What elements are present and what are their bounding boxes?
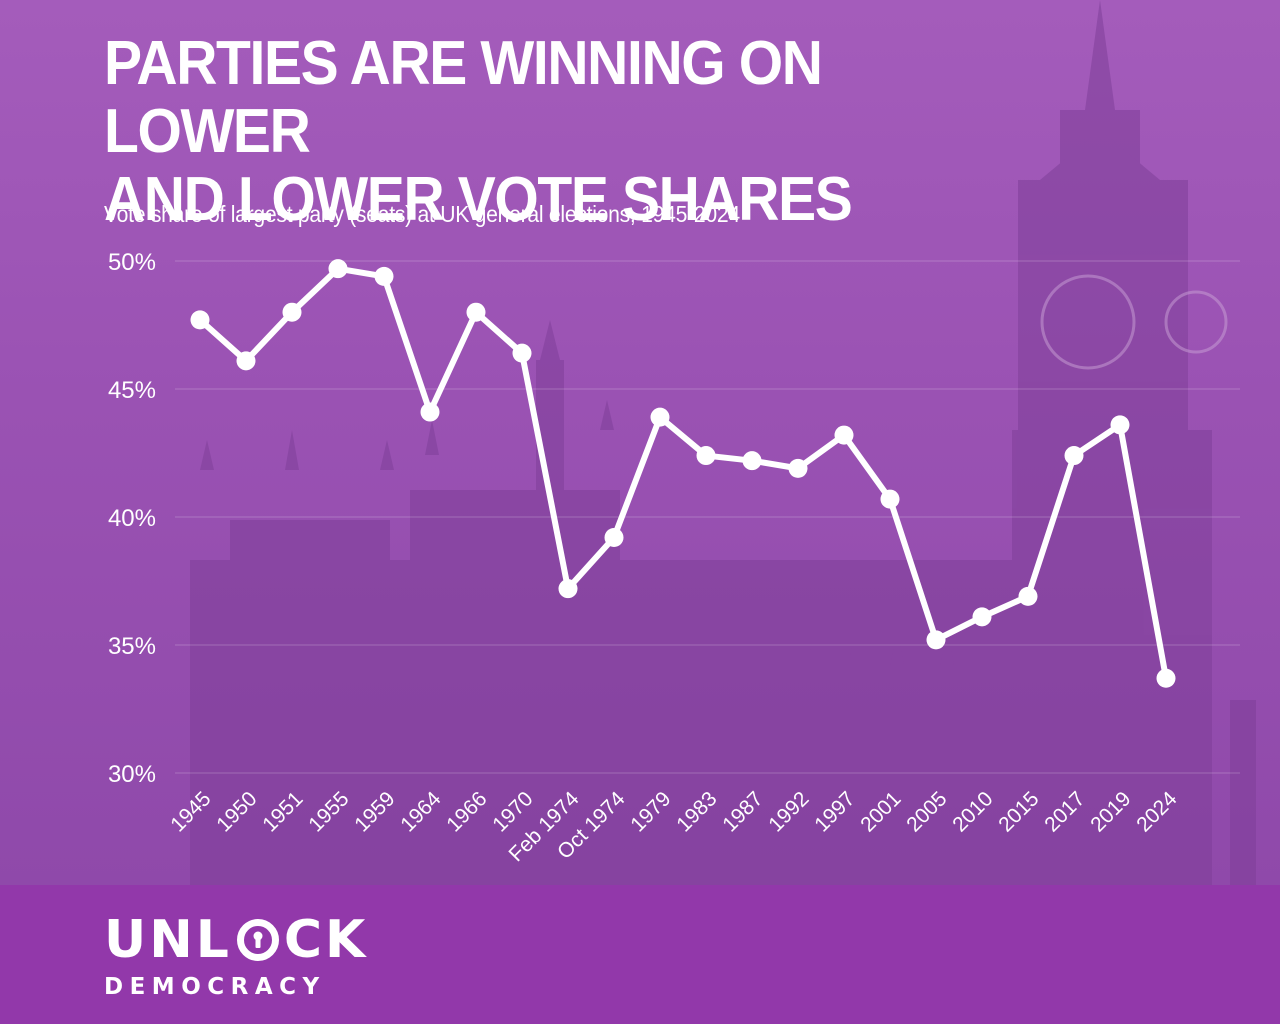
x-tick-label: 1987 bbox=[718, 787, 767, 836]
data-point bbox=[742, 451, 762, 471]
x-tick-label: 2024 bbox=[1132, 787, 1182, 837]
x-tick-label: 2019 bbox=[1086, 787, 1135, 836]
data-point bbox=[1018, 586, 1038, 606]
data-point bbox=[650, 407, 670, 427]
data-point bbox=[512, 343, 532, 363]
data-point bbox=[788, 458, 808, 478]
hero-panel bbox=[0, 0, 1280, 885]
series-line-layer bbox=[197, 265, 1169, 682]
data-point bbox=[604, 527, 624, 547]
chart-subtitle: Vote share of largest party (seats) at U… bbox=[104, 201, 740, 227]
x-tick-label: 1955 bbox=[304, 787, 353, 836]
data-point bbox=[190, 310, 210, 330]
unlock-democracy-logo: UNL CK DEMOCRACY bbox=[104, 911, 368, 1001]
vote-share-line-chart: 30% 35% 40% 45% 50% 194519501951195519591964… bbox=[108, 249, 1240, 866]
logo-word-start: UNL bbox=[104, 910, 232, 970]
y-tick-label: 35% bbox=[108, 633, 156, 660]
x-tick-label: 2015 bbox=[994, 787, 1043, 836]
data-point bbox=[282, 302, 302, 322]
chart-title: PARTIES ARE WINNING ON LOWER AND LOWER V… bbox=[104, 29, 853, 234]
data-point bbox=[466, 302, 486, 322]
x-tick-label: 2001 bbox=[856, 787, 905, 836]
y-tick-label: 30% bbox=[108, 761, 156, 788]
x-tick-label: 1945 bbox=[166, 787, 215, 836]
x-tick-label: 2010 bbox=[948, 787, 997, 836]
data-point bbox=[374, 266, 394, 286]
series-line bbox=[197, 265, 1169, 682]
x-tick-label: 1959 bbox=[350, 787, 399, 836]
y-tick-label: 40% bbox=[108, 505, 156, 532]
data-points bbox=[190, 259, 1176, 688]
data-point bbox=[236, 351, 256, 371]
y-axis-labels: 30% 35% 40% 45% 50% bbox=[108, 249, 156, 788]
footer-bar: UNL CK DEMOCRACY bbox=[0, 885, 1280, 1024]
x-tick-label: 1966 bbox=[442, 787, 491, 836]
lock-icon bbox=[236, 919, 279, 961]
parliament-silhouette bbox=[190, 0, 1256, 885]
x-tick-label: 1997 bbox=[810, 787, 859, 836]
x-tick-label: 1979 bbox=[626, 787, 675, 836]
x-tick-label: 2005 bbox=[902, 787, 951, 836]
logo-word-end: CK bbox=[283, 910, 369, 970]
logo-tagline: DEMOCRACY bbox=[104, 974, 326, 1000]
y-tick-label: 50% bbox=[108, 249, 156, 276]
x-tick-label: 1992 bbox=[764, 787, 813, 836]
data-point bbox=[328, 259, 348, 279]
data-point bbox=[420, 402, 440, 422]
data-point bbox=[1156, 668, 1176, 688]
x-tick-label: 1983 bbox=[672, 787, 721, 836]
x-tick-label: 1950 bbox=[212, 787, 261, 836]
x-tick-label: 1951 bbox=[258, 787, 307, 836]
data-point bbox=[1064, 446, 1084, 466]
x-tick-label: 1964 bbox=[396, 787, 446, 837]
data-point bbox=[972, 607, 992, 627]
x-tick-label: 2017 bbox=[1040, 787, 1089, 836]
data-point bbox=[926, 630, 946, 650]
data-point bbox=[880, 489, 900, 509]
data-point bbox=[834, 425, 854, 445]
data-point bbox=[1110, 415, 1130, 435]
y-tick-label: 45% bbox=[108, 377, 156, 404]
gridlines bbox=[175, 260, 1240, 774]
data-point bbox=[558, 579, 578, 599]
data-point bbox=[696, 446, 716, 466]
